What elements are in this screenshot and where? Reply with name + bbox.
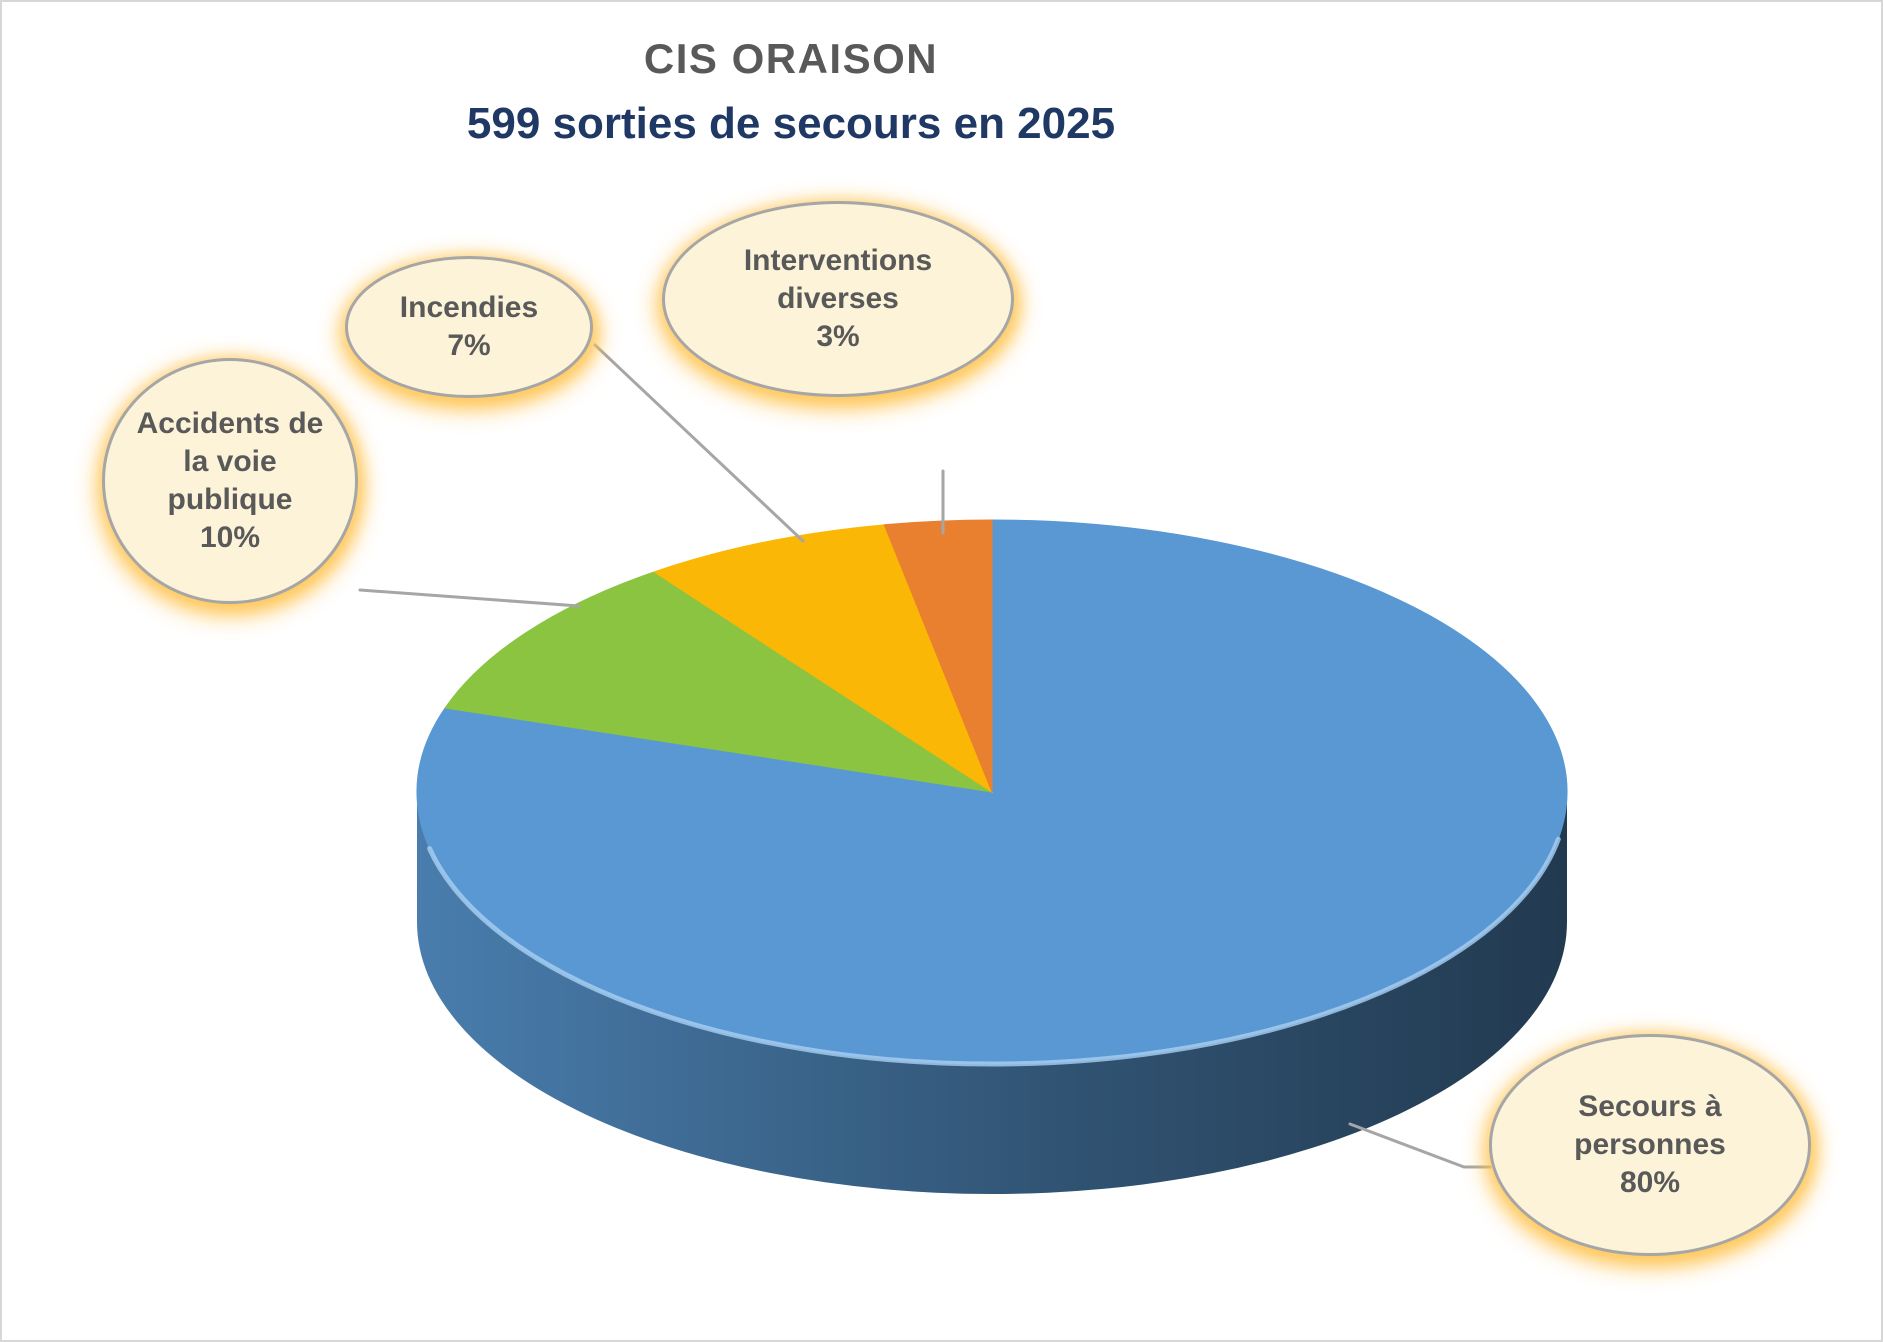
callout-label: Incendies	[399, 291, 539, 325]
callout-accidents-voie-publique: Accidents de la voie publique 10%	[102, 358, 358, 604]
callout-percentage: 80%	[1619, 1165, 1681, 1199]
callout-label: Interventions diverses	[743, 244, 933, 316]
callout-interventions-diverses: Interventions diverses 3%	[662, 201, 1014, 397]
leader-line-incendies	[593, 343, 805, 543]
pie-slice-interventions-diverses	[883, 519, 993, 793]
callout-percentage: 3%	[816, 319, 860, 353]
chart-subtitle: 599 sorties de secours en 2025	[466, 99, 1116, 148]
callout-secours-a-personnes: Secours à personnes 80%	[1489, 1034, 1811, 1256]
callout-percentage: 7%	[447, 329, 491, 362]
callout-label: Secours à personnes	[1574, 1090, 1726, 1162]
pie-slice-incendies	[652, 524, 994, 794]
leader-line-secours-a-personnes	[1348, 1122, 1492, 1169]
chart-title: CIS ORAISON	[643, 35, 939, 82]
callout-label: Accidents de la voie publique	[136, 407, 324, 516]
callout-percentage: 10%	[199, 520, 261, 554]
leader-line-accidents-voie-publique	[358, 588, 581, 608]
pie-slice-accidents-de-la-voie-publique	[444, 571, 993, 793]
pie-rim-secours-a-personnes	[417, 792, 1567, 1194]
pie-front-edge-highlight	[427, 836, 1561, 1067]
callout-incendies: Incendies 7%	[345, 256, 593, 398]
